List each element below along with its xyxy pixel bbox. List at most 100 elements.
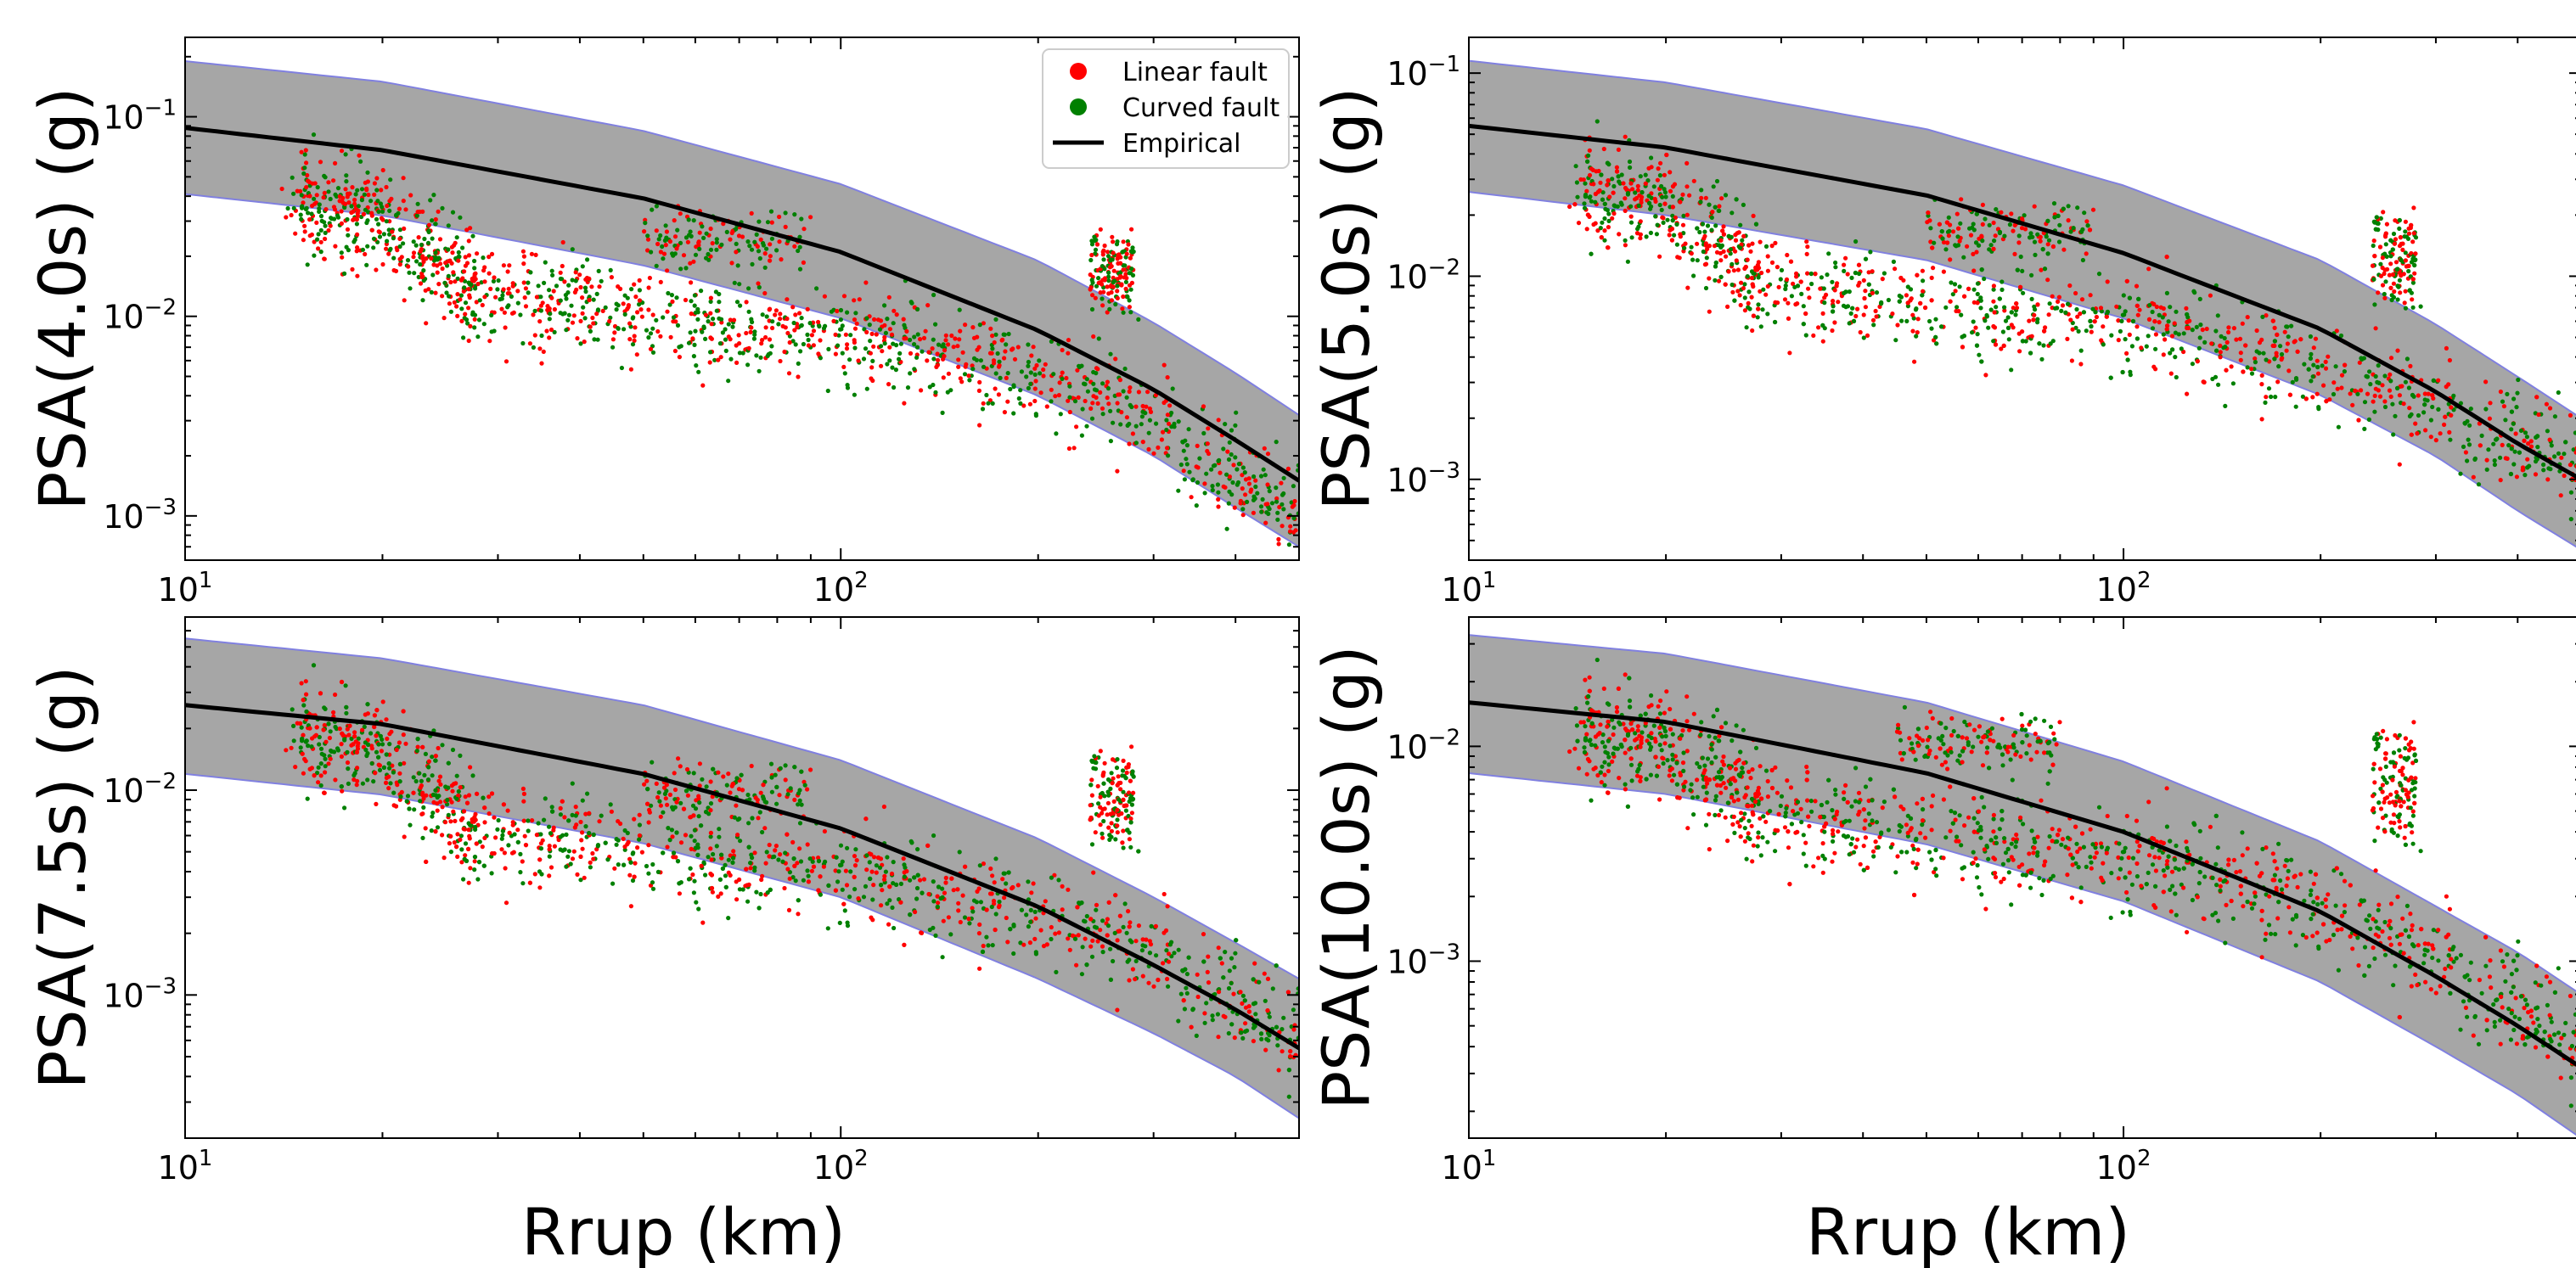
curved-fault-point xyxy=(662,238,668,243)
curved-fault-point xyxy=(1184,457,1189,462)
linear-fault-point xyxy=(1633,197,1638,202)
linear-fault-point xyxy=(908,351,914,356)
curved-fault-point xyxy=(793,342,798,347)
curved-fault-point xyxy=(1755,315,1760,320)
linear-fault-point xyxy=(306,178,311,183)
linear-fault-point xyxy=(2536,412,2541,418)
linear-fault-point xyxy=(1100,282,1105,287)
linear-fault-point xyxy=(1973,325,1978,330)
curved-fault-point xyxy=(291,723,296,729)
curved-fault-point xyxy=(2125,357,2130,362)
linear-fault-point xyxy=(1953,289,1958,294)
linear-fault-point xyxy=(2430,393,2435,398)
curved-fault-point xyxy=(1258,474,1264,479)
curved-fault-point xyxy=(903,325,908,330)
curved-fault-point xyxy=(364,220,369,226)
curved-fault-point xyxy=(2052,215,2057,220)
curved-fault-point xyxy=(2406,268,2411,274)
curved-fault-point xyxy=(1992,238,1997,244)
linear-fault-point xyxy=(1786,300,1791,306)
curved-fault-point xyxy=(339,250,344,255)
linear-fault-point xyxy=(2065,336,2070,341)
linear-fault-point xyxy=(1703,195,1708,200)
linear-fault-point xyxy=(1680,222,1686,227)
linear-fault-point xyxy=(1918,300,1923,306)
curved-fault-point xyxy=(864,386,869,391)
curved-fault-point xyxy=(1648,230,1653,235)
linear-fault-point xyxy=(663,796,668,801)
linear-fault-point xyxy=(886,382,891,387)
curved-fault-point xyxy=(703,872,708,878)
linear-fault-point xyxy=(2067,283,2073,289)
curved-fault-point xyxy=(863,884,869,889)
linear-fault-point xyxy=(1670,184,1676,189)
linear-fault-point xyxy=(2395,348,2400,353)
linear-fault-point xyxy=(655,794,661,800)
linear-fault-point xyxy=(492,310,497,315)
curved-fault-point xyxy=(1657,173,1662,178)
linear-fault-point xyxy=(1015,345,1021,350)
curved-fault-point xyxy=(1742,282,1747,287)
linear-fault-point xyxy=(318,773,323,778)
curved-fault-point xyxy=(595,307,601,312)
linear-fault-point xyxy=(1707,309,1712,314)
curved-fault-point xyxy=(986,943,991,948)
curved-fault-point xyxy=(2160,315,2165,320)
linear-fault-point xyxy=(1606,245,1611,250)
curved-fault-point xyxy=(1738,222,1743,227)
curved-fault-point xyxy=(737,282,742,287)
linear-fault-point xyxy=(343,187,348,192)
curved-fault-point xyxy=(1229,492,1235,497)
curved-fault-point xyxy=(1991,287,1996,292)
linear-fault-point xyxy=(734,250,739,255)
linear-fault-point xyxy=(365,711,370,716)
linear-fault-point xyxy=(588,324,593,329)
linear-fault-point xyxy=(2241,369,2246,374)
curved-fault-point xyxy=(826,346,831,351)
linear-fault-point xyxy=(1124,251,1129,256)
curved-fault-point xyxy=(940,410,945,415)
curved-fault-point xyxy=(749,852,754,857)
linear-fault-point xyxy=(459,860,464,865)
curved-fault-point xyxy=(2078,348,2084,353)
curved-fault-point xyxy=(376,742,381,747)
linear-fault-point xyxy=(1733,233,1738,238)
curved-fault-point xyxy=(2073,325,2078,330)
linear-fault-point xyxy=(2272,325,2277,330)
linear-fault-point xyxy=(2408,363,2413,368)
linear-fault-point xyxy=(2335,386,2340,391)
plot-area xyxy=(185,637,1299,1119)
linear-fault-point xyxy=(709,322,714,327)
curved-fault-point xyxy=(391,236,396,241)
curved-fault-point xyxy=(591,297,596,302)
curved-fault-point xyxy=(1275,517,1280,522)
linear-fault-point xyxy=(1628,181,1634,186)
curved-fault-point xyxy=(2397,278,2402,283)
curved-fault-point xyxy=(797,234,802,239)
curved-fault-point xyxy=(323,230,328,235)
linear-fault-point xyxy=(1787,351,1792,356)
linear-fault-point xyxy=(2070,327,2075,332)
curved-fault-point xyxy=(1217,457,1222,463)
linear-fault-point xyxy=(380,261,385,267)
linear-fault-point xyxy=(2392,289,2397,295)
curved-fault-point xyxy=(2515,390,2520,396)
curved-fault-point xyxy=(2020,339,2025,344)
plot-frame xyxy=(1468,36,2576,561)
linear-fault-point xyxy=(1929,298,1934,303)
linear-fault-point xyxy=(744,330,749,336)
curved-fault-point xyxy=(2410,392,2416,398)
linear-fault-point xyxy=(642,782,647,787)
curved-fault-point xyxy=(2081,310,2086,315)
curved-fault-point xyxy=(864,316,869,321)
curved-fault-point xyxy=(1605,160,1610,166)
linear-fault-point xyxy=(1983,373,1988,378)
curved-fault-point xyxy=(1125,959,1130,964)
linear-fault-point xyxy=(1741,233,1746,238)
linear-fault-point xyxy=(339,754,344,760)
curved-fault-point xyxy=(1600,190,1606,195)
curved-fault-point xyxy=(1955,234,1960,239)
linear-fault-point xyxy=(1640,194,1645,199)
linear-fault-point xyxy=(509,311,515,316)
